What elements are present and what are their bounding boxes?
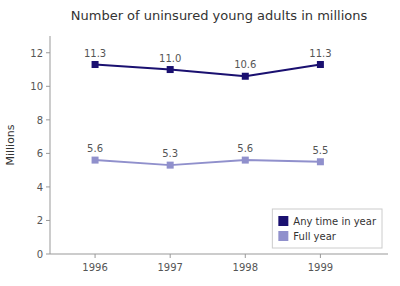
series-line bbox=[95, 160, 320, 165]
y-tick bbox=[46, 186, 50, 187]
x-tick bbox=[245, 254, 246, 258]
marker bbox=[317, 158, 324, 165]
chart: Number of uninsured young adults in mill… bbox=[0, 0, 400, 286]
y-tick-label: 4 bbox=[37, 182, 43, 193]
data-label: 11.3 bbox=[84, 48, 106, 59]
y-tick bbox=[46, 52, 50, 53]
x-axis-line bbox=[50, 254, 388, 255]
data-label: 11.0 bbox=[159, 53, 181, 64]
x-tick-label: 1999 bbox=[308, 262, 333, 273]
data-label: 5.6 bbox=[237, 143, 253, 154]
marker bbox=[242, 73, 249, 80]
y-tick-label: 2 bbox=[37, 215, 43, 226]
x-tick-label: 1997 bbox=[157, 262, 182, 273]
y-tick-label: 6 bbox=[37, 148, 43, 159]
x-tick-label: 1996 bbox=[82, 262, 107, 273]
marker bbox=[167, 162, 174, 169]
y-tick-label: 8 bbox=[37, 115, 43, 126]
y-tick bbox=[46, 254, 50, 255]
data-label: 10.6 bbox=[234, 59, 256, 70]
marker bbox=[242, 157, 249, 164]
legend-frame bbox=[272, 209, 382, 248]
legend-entry: Full year bbox=[293, 231, 336, 242]
marker bbox=[92, 61, 99, 68]
legend-swatch bbox=[278, 231, 288, 241]
data-label: 5.5 bbox=[312, 145, 328, 156]
x-tick bbox=[170, 254, 171, 258]
legend-swatch bbox=[278, 216, 288, 226]
legend: Any time in year Full year bbox=[272, 209, 382, 248]
y-tick bbox=[46, 153, 50, 154]
marker bbox=[92, 157, 99, 164]
y-axis-line bbox=[50, 36, 51, 254]
data-labels: 11.3 11.0 10.6 11.3 5.6 5.3 5.6 5.5 bbox=[84, 48, 332, 160]
x-tick bbox=[95, 254, 96, 258]
data-label: 5.6 bbox=[87, 143, 103, 154]
data-label: 11.3 bbox=[309, 48, 331, 59]
y-tick-label: 0 bbox=[37, 249, 43, 260]
x-tick-label: 1998 bbox=[233, 262, 258, 273]
marker bbox=[167, 66, 174, 73]
series-line bbox=[95, 65, 320, 77]
title: Number of uninsured young adults in mill… bbox=[71, 8, 368, 23]
y-tick bbox=[46, 86, 50, 87]
plot-area bbox=[92, 61, 324, 169]
y-tick-label: 12 bbox=[30, 48, 43, 59]
y-axis-label: Millions bbox=[4, 124, 17, 165]
data-label: 5.3 bbox=[162, 148, 178, 159]
x-tick bbox=[320, 254, 321, 258]
y-tick bbox=[46, 119, 50, 120]
marker bbox=[317, 61, 324, 68]
legend-entry: Any time in year bbox=[293, 216, 377, 227]
y-tick bbox=[46, 220, 50, 221]
y-tick-label: 10 bbox=[30, 81, 43, 92]
